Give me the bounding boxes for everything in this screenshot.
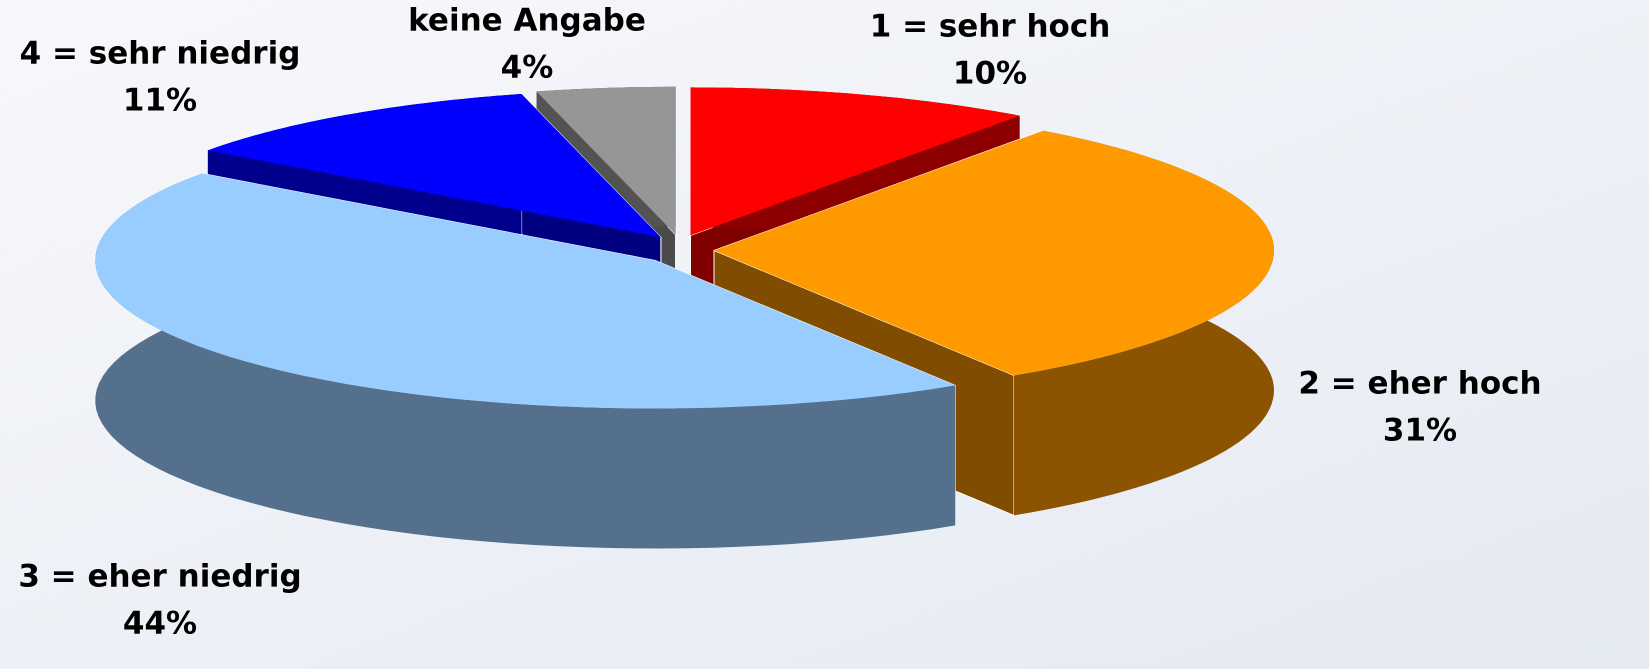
slice-label: 1 = sehr hoch bbox=[870, 9, 1111, 45]
slice-value-label: 11% bbox=[123, 83, 197, 119]
slice-value-label: 4% bbox=[501, 50, 554, 86]
slice-label: 3 = eher niedrig bbox=[18, 559, 301, 595]
pie-slice bbox=[714, 130, 1274, 376]
slice-value-label: 31% bbox=[1383, 413, 1457, 449]
slice-value-label: 44% bbox=[123, 606, 197, 642]
pie-slice bbox=[95, 173, 956, 409]
slice-value-label: 10% bbox=[953, 56, 1027, 92]
slice-label: 4 = sehr niedrig bbox=[20, 36, 301, 72]
pie-slice bbox=[536, 86, 676, 235]
slice-label: 2 = eher hoch bbox=[1298, 366, 1541, 402]
slice-side bbox=[95, 173, 956, 549]
pie-slice bbox=[207, 94, 661, 238]
slice-label: keine Angabe bbox=[408, 3, 646, 39]
pie-slice bbox=[690, 87, 1020, 236]
